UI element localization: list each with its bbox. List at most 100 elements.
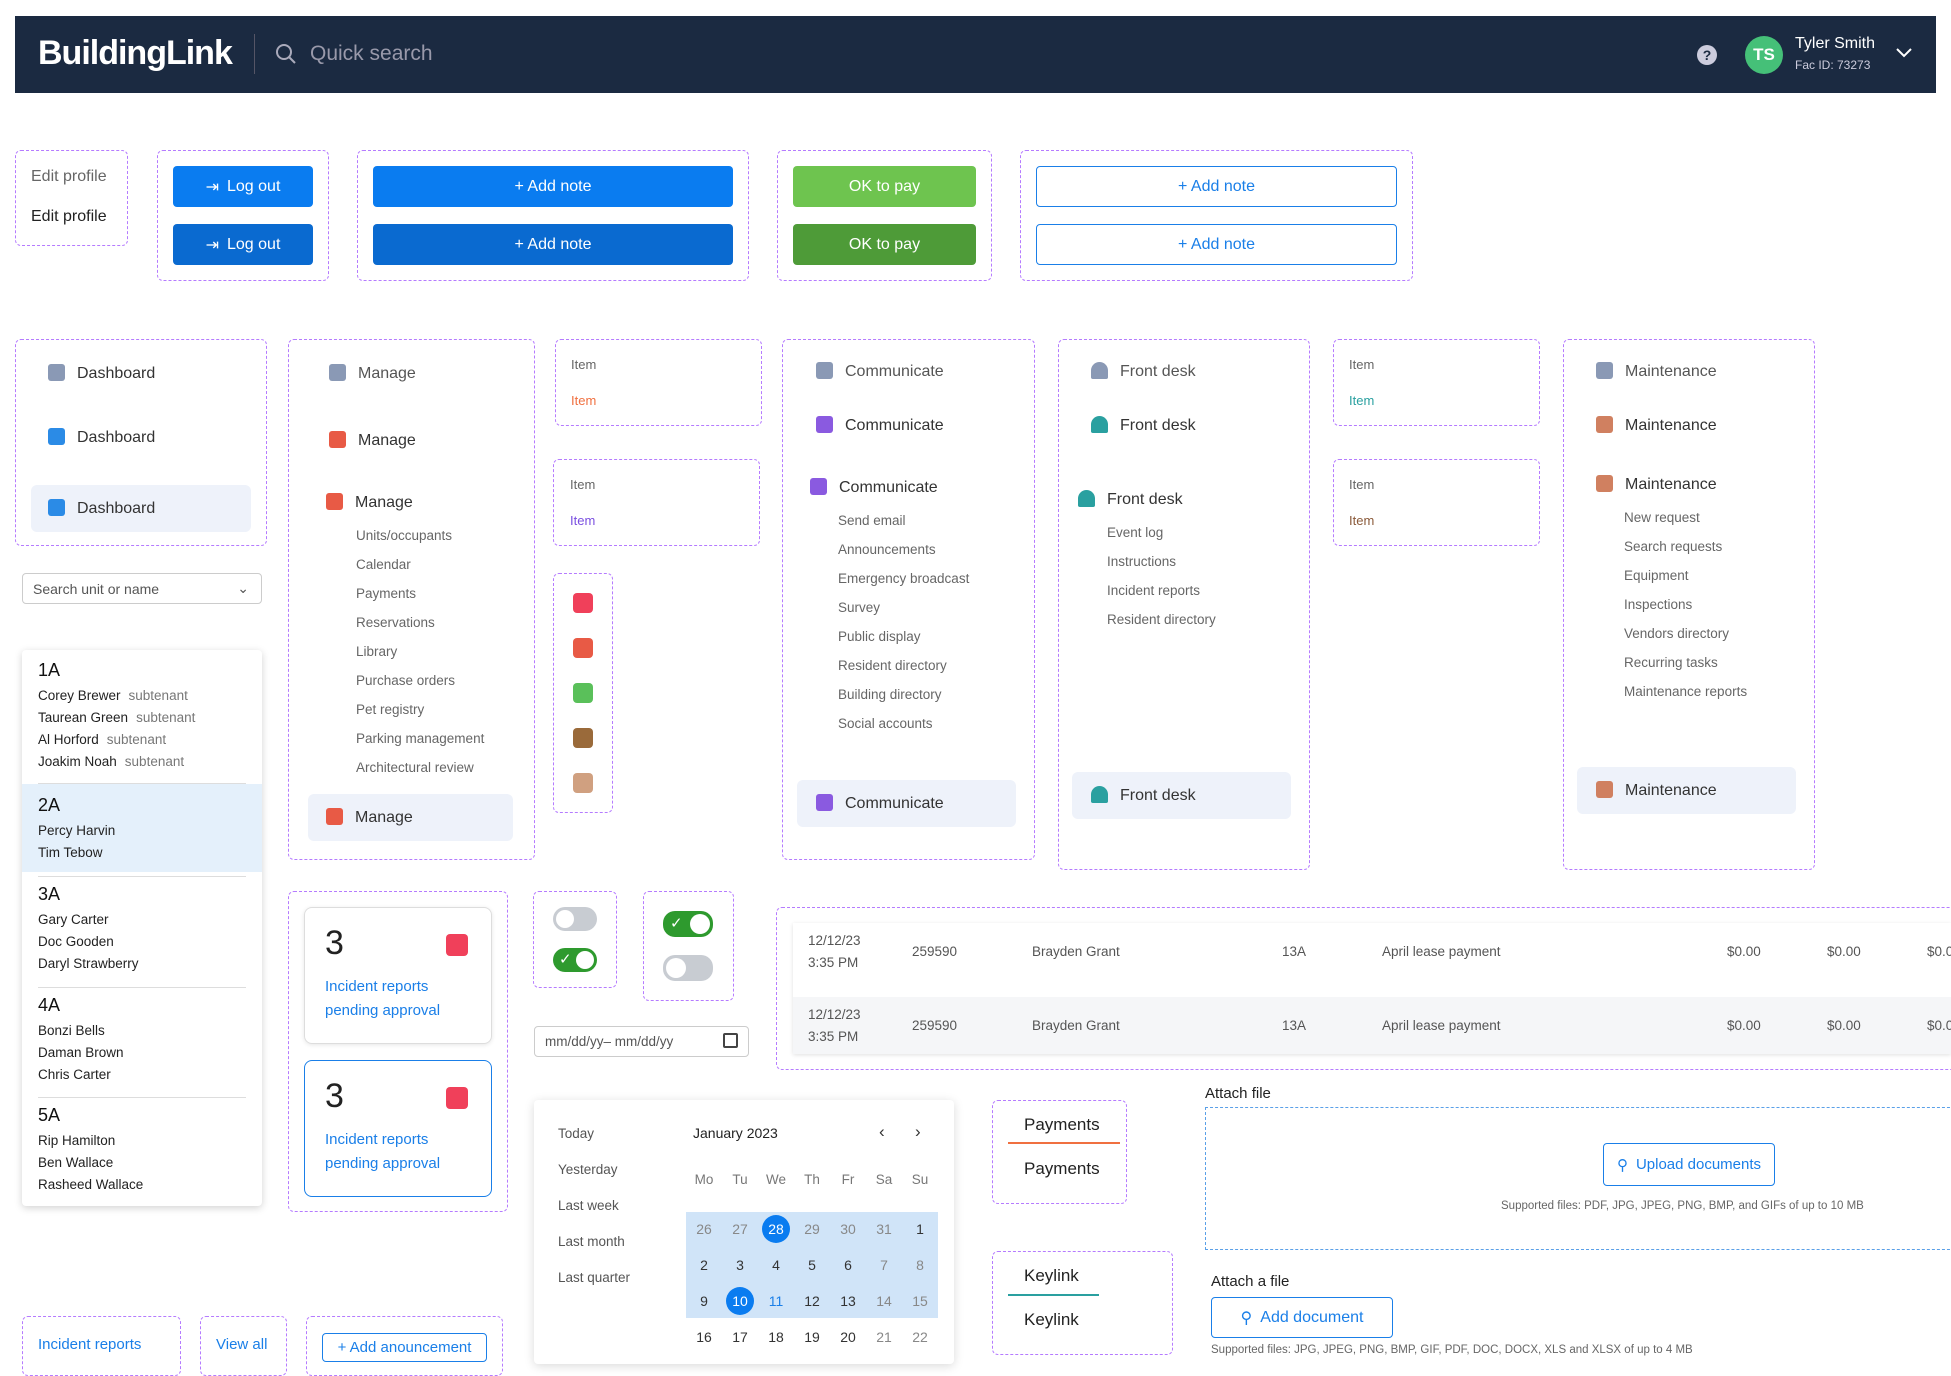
resident-name[interactable]: Tim Tebow xyxy=(38,845,103,860)
nav-maintenance-open[interactable]: Maintenance xyxy=(1596,475,1717,494)
front-desk-subitem[interactable]: Event log xyxy=(1107,525,1164,540)
manage-subitem[interactable]: Parking management xyxy=(356,731,485,746)
date-range-input[interactable]: mm/dd/yy– mm/dd/yy xyxy=(534,1026,749,1057)
add-document-button[interactable]: ⚲ Add document xyxy=(1211,1297,1393,1338)
payment-name[interactable]: Brayden Grant xyxy=(1032,1018,1120,1033)
logout-button-hover[interactable]: ⇥ Log out xyxy=(173,224,313,265)
maintenance-subitem[interactable]: Recurring tasks xyxy=(1624,655,1718,670)
toggle-on[interactable]: ✓ xyxy=(553,948,597,972)
manage-subitem[interactable]: Units/occupants xyxy=(356,528,453,543)
add-note-outline-button-hover[interactable]: + Add note xyxy=(1036,224,1397,265)
nav-manage-selected[interactable]: Manage xyxy=(326,808,413,827)
resident-name[interactable]: Bonzi Bells xyxy=(38,1023,105,1038)
nav-communicate-selected[interactable]: Communicate xyxy=(816,794,944,813)
incident-reports-link[interactable]: Incident reports xyxy=(38,1336,142,1353)
attach-dropzone[interactable] xyxy=(1205,1107,1951,1250)
unit-number[interactable]: 4A xyxy=(38,995,61,1015)
nav-dashboard-selected[interactable]: Dashboard xyxy=(48,499,155,518)
view-all-link[interactable]: View all xyxy=(216,1336,268,1353)
calendar-day[interactable]: 12 xyxy=(804,1293,820,1309)
item-active-purple[interactable]: Item xyxy=(570,513,596,528)
calendar-day[interactable]: 31 xyxy=(876,1221,892,1237)
chevron-down-icon[interactable] xyxy=(1895,46,1913,64)
ok-to-pay-button-hover[interactable]: OK to pay xyxy=(793,224,976,265)
resident-name[interactable]: Daman Brown xyxy=(38,1045,124,1060)
maintenance-subitem[interactable]: Inspections xyxy=(1624,597,1693,612)
manage-subitem[interactable]: Pet registry xyxy=(356,702,425,717)
nav-dashboard-hover[interactable]: Dashboard xyxy=(48,428,155,447)
resident-name[interactable]: Doc Gooden xyxy=(38,934,114,949)
front-desk-subitem[interactable]: Instructions xyxy=(1107,554,1177,569)
next-month-icon[interactable]: › xyxy=(915,1122,921,1141)
calendar-day[interactable]: 19 xyxy=(804,1329,820,1345)
maintenance-subitem[interactable]: Equipment xyxy=(1624,568,1689,583)
nav-manage[interactable]: Manage xyxy=(329,364,416,383)
ok-to-pay-button[interactable]: OK to pay xyxy=(793,166,976,207)
calendar-day[interactable]: 18 xyxy=(768,1329,784,1345)
manage-subitem[interactable]: Payments xyxy=(356,586,417,601)
tab-payments-active[interactable]: Payments xyxy=(1024,1115,1100,1134)
resident-name[interactable]: Joakim Noah subtenant xyxy=(38,754,185,769)
calendar-day[interactable]: 2 xyxy=(700,1257,708,1273)
nav-communicate[interactable]: Communicate xyxy=(816,362,944,381)
nav-manage-hover[interactable]: Manage xyxy=(329,431,416,450)
calendar-day[interactable]: 27 xyxy=(732,1221,748,1237)
payment-name[interactable]: Brayden Grant xyxy=(1032,944,1120,959)
tab-keylink-active[interactable]: Keylink xyxy=(1024,1266,1079,1285)
nav-maintenance-hover[interactable]: Maintenance xyxy=(1596,416,1717,435)
nav-front-desk[interactable]: Front desk xyxy=(1091,362,1196,381)
manage-subitem[interactable]: Calendar xyxy=(356,557,411,572)
nav-maintenance[interactable]: Maintenance xyxy=(1596,362,1717,381)
nav-maintenance-selected[interactable]: Maintenance xyxy=(1596,781,1717,800)
payment-id[interactable]: 259590 xyxy=(912,944,958,959)
maintenance-subitem[interactable]: Search requests xyxy=(1624,539,1723,554)
help-icon[interactable]: ? xyxy=(1697,45,1717,65)
front-desk-subitem[interactable]: Incident reports xyxy=(1107,583,1201,598)
resident-name[interactable]: Taurean Green subtenant xyxy=(38,710,196,725)
resident-name[interactable]: Al Horford subtenant xyxy=(38,732,167,747)
add-announcement-button[interactable]: + Add anouncement xyxy=(322,1333,487,1362)
calendar-day[interactable]: 11 xyxy=(768,1293,784,1309)
edit-profile-link-hover[interactable]: Edit profile xyxy=(31,208,107,225)
calendar-preset[interactable]: Yesterday xyxy=(558,1162,618,1177)
item-hover-brown[interactable]: Item xyxy=(1349,513,1375,528)
nav-communicate-hover[interactable]: Communicate xyxy=(816,416,944,435)
communicate-subitem[interactable]: Send email xyxy=(838,513,906,528)
calendar-preset[interactable]: Last month xyxy=(558,1234,625,1249)
toggle-off-large[interactable] xyxy=(663,955,713,981)
item-default[interactable]: Item xyxy=(570,477,596,492)
calendar-day[interactable]: 5 xyxy=(808,1257,816,1273)
item-hover-teal[interactable]: Item xyxy=(1349,393,1375,408)
resident-name[interactable]: Gary Carter xyxy=(38,912,109,927)
tab-keylink[interactable]: Keylink xyxy=(1024,1310,1079,1329)
calendar-preset[interactable]: Last week xyxy=(558,1198,619,1213)
item-hover-orange[interactable]: Item xyxy=(571,393,597,408)
tab-payments[interactable]: Payments xyxy=(1024,1159,1100,1178)
unit-number[interactable]: 5A xyxy=(38,1105,61,1125)
payment-id[interactable]: 259590 xyxy=(912,1018,958,1033)
manage-subitem[interactable]: Purchase orders xyxy=(356,673,456,688)
nav-manage-open[interactable]: Manage xyxy=(326,493,413,512)
communicate-subitem[interactable]: Building directory xyxy=(838,687,942,702)
calendar-day[interactable]: 30 xyxy=(840,1221,856,1237)
maintenance-subitem[interactable]: Maintenance reports xyxy=(1624,684,1748,699)
resident-name[interactable]: Rasheed Wallace xyxy=(38,1177,144,1192)
resident-name[interactable]: Rip Hamilton xyxy=(38,1133,116,1148)
calendar-preset[interactable]: Today xyxy=(558,1126,595,1141)
resident-name[interactable]: Corey Brewer subtenant xyxy=(38,688,188,703)
quick-search-input[interactable]: Quick search xyxy=(310,42,433,65)
nav-front-desk-open[interactable]: Front desk xyxy=(1078,490,1183,509)
calendar-day[interactable]: 21 xyxy=(876,1329,892,1345)
calendar-day[interactable]: 3 xyxy=(736,1257,744,1273)
unit-search-select[interactable]: Search unit or name ⌄ xyxy=(22,573,262,604)
calendar-day[interactable]: 22 xyxy=(912,1329,928,1345)
calendar-day[interactable]: 4 xyxy=(772,1257,780,1273)
calendar-day-selected[interactable]: 10 xyxy=(726,1287,754,1315)
manage-subitem[interactable]: Library xyxy=(356,644,398,659)
calendar-day[interactable]: 26 xyxy=(696,1221,712,1237)
calendar-day[interactable]: 17 xyxy=(732,1329,748,1345)
communicate-subitem[interactable]: Announcements xyxy=(838,542,936,557)
nav-front-desk-hover[interactable]: Front desk xyxy=(1091,416,1196,435)
upload-documents-button[interactable]: ⚲ Upload documents xyxy=(1603,1143,1775,1186)
calendar-day[interactable]: 9 xyxy=(700,1293,708,1309)
